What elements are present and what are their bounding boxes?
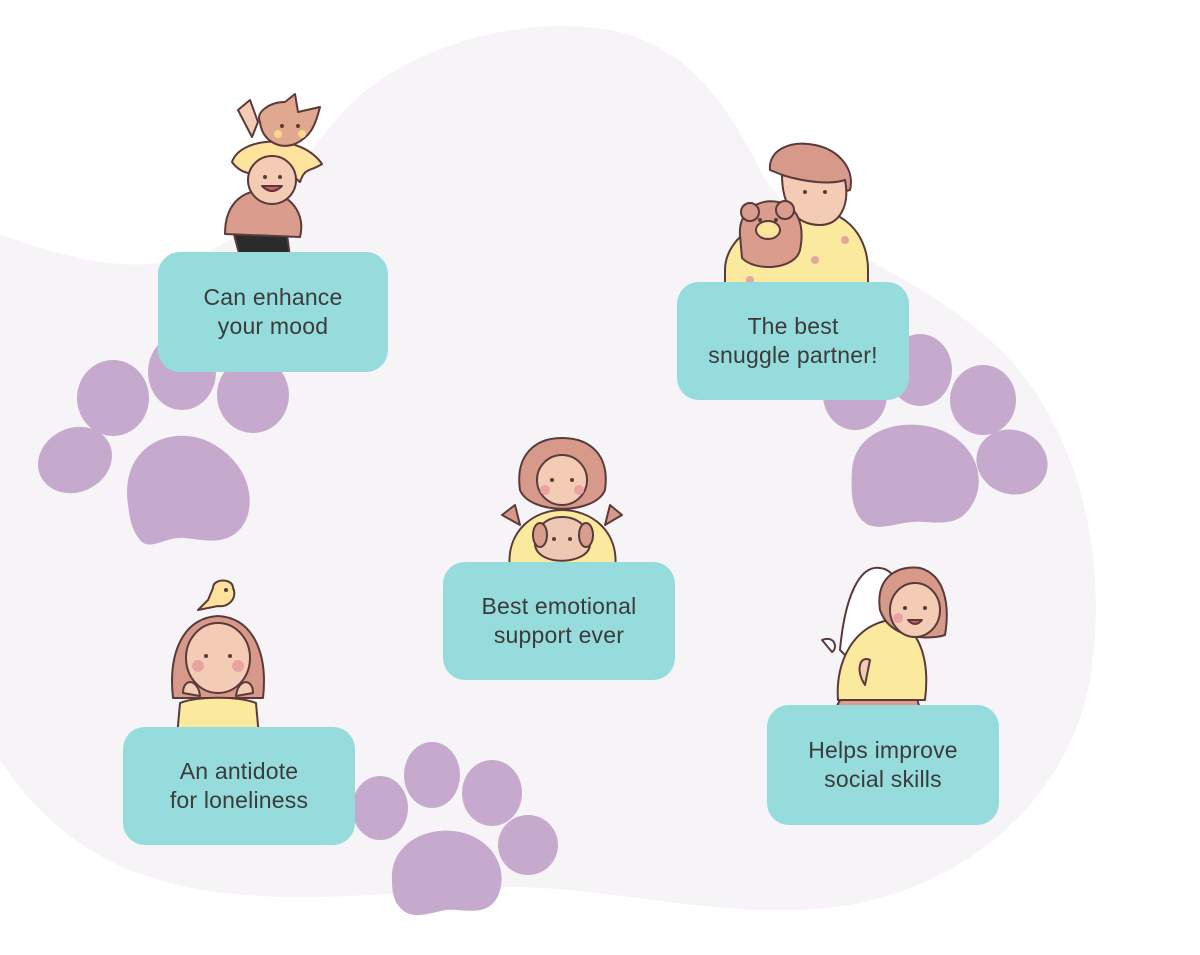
benefit-text: Best emotional support ever — [481, 593, 637, 648]
girl-with-dog-on-shoulders-icon — [224, 93, 323, 258]
benefit-card-snuggle: The best snuggle partner! — [677, 282, 909, 400]
benefit-card-mood: Can enhance your mood — [158, 252, 388, 372]
benefit-text: An antidote for loneliness — [169, 758, 309, 813]
benefit-card-emotional-support: Best emotional support ever — [443, 562, 675, 680]
paw-print-bottom — [352, 742, 558, 916]
man-hugging-teddy-bear-icon — [724, 142, 869, 306]
benefit-text: The best snuggle partner! — [708, 313, 878, 368]
benefit-text: Can enhance your mood — [203, 284, 343, 339]
girl-holding-puppy-icon — [501, 437, 623, 571]
girl-with-bird-on-head-icon — [171, 579, 265, 749]
benefit-card-social-skills: Helps improve social skills — [767, 705, 999, 825]
benefit-text: Helps improve social skills — [808, 737, 958, 792]
benefit-card-loneliness: An antidote for loneliness — [123, 727, 355, 845]
girl-with-dog-on-back-icon — [821, 566, 948, 711]
